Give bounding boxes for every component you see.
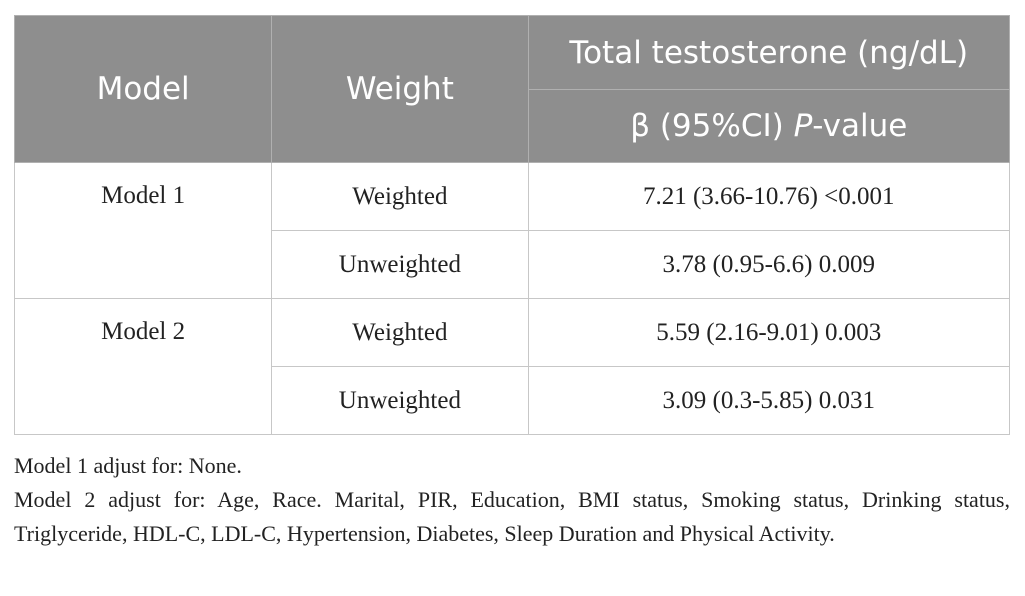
footnote-model-2: Model 2 adjust for: Age, Race. Marital, … <box>14 487 1010 546</box>
value-cell: 3.78 (0.95-6.6) 0.009 <box>527 230 1010 299</box>
table-row: Model 2 Weighted 5.59 (2.16-9.01) 0.003 <box>13 298 1010 435</box>
results-table-container: Model Weight Total testosterone (ng/dL) … <box>13 15 1010 551</box>
table-row: Unweighted 3.78 (0.95-6.6) 0.009 <box>15 230 1010 299</box>
value-cell: 7.21 (3.66-10.76) <0.001 <box>527 162 1010 231</box>
weight-cell: Weighted <box>271 298 529 367</box>
header-statistic: β (95%CI) P-value <box>527 89 1010 163</box>
table-row: Unweighted 3.09 (0.3-5.85) 0.031 <box>15 366 1010 435</box>
header-weight: Weight <box>271 15 529 163</box>
weight-cell: Weighted <box>271 162 529 231</box>
header-stat-italic: P <box>793 108 813 144</box>
value-cell: 5.59 (2.16-9.01) 0.003 <box>527 298 1010 367</box>
header-stat-suffix: -value <box>812 108 908 144</box>
results-table: Model Weight Total testosterone (ng/dL) … <box>13 15 1010 435</box>
footnote-model-1: Model 1 adjust for: None. <box>14 453 242 478</box>
weight-cell: Unweighted <box>271 230 529 299</box>
header-outcome: Total testosterone (ng/dL) <box>527 15 1010 90</box>
model-1-cell: Model 1 <box>13 162 273 299</box>
header-stat-prefix: β (95%CI) <box>630 108 794 144</box>
table-row: Model 1 Weighted 7.21 (3.66-10.76) <0.00… <box>13 162 1010 299</box>
weight-cell: Unweighted <box>271 366 529 435</box>
header-model: Model <box>13 15 273 163</box>
model-2-cell: Model 2 <box>13 298 273 435</box>
table-footnotes: Model 1 adjust for: None. Model 2 adjust… <box>14 449 1010 551</box>
value-cell: 3.09 (0.3-5.85) 0.031 <box>527 366 1010 435</box>
